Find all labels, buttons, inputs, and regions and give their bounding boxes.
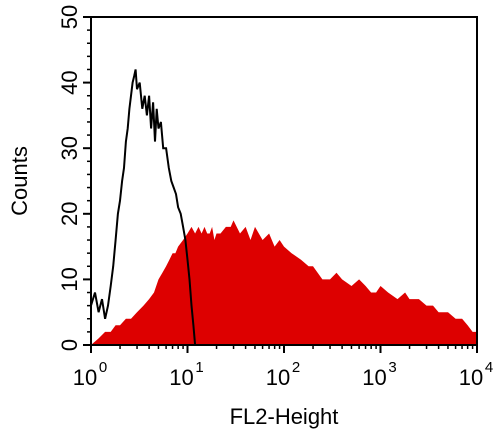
x-axis-title: FL2-Height	[230, 404, 339, 429]
x-tick-exponent: 3	[388, 359, 396, 376]
y-tick-label: 0	[57, 339, 82, 351]
x-tick-exponent: 1	[195, 359, 203, 376]
y-tick-label: 50	[57, 5, 82, 29]
y-axis: 0 10 20 30 40 50	[57, 5, 91, 351]
y-tick-label: 10	[57, 267, 82, 291]
x-tick-label: 10	[73, 365, 97, 390]
black-histogram-line	[90, 69, 197, 346]
x-tick-label: 10	[169, 365, 193, 390]
x-tick-label: 10	[362, 365, 386, 390]
y-tick-label: 30	[57, 136, 82, 160]
red-histogram	[91, 220, 477, 345]
x-tick-exponent: 2	[292, 359, 300, 376]
y-tick-label: 20	[57, 202, 82, 226]
black-histogram	[90, 69, 197, 346]
x-tick-exponent: 4	[485, 359, 493, 376]
x-tick-label: 10	[266, 365, 290, 390]
x-tick-exponent: 0	[99, 359, 107, 376]
x-axis: 10 0 10 1 10 2 10 3 10 4	[73, 345, 493, 390]
y-tick-label: 40	[57, 70, 82, 94]
y-axis-title: Counts	[7, 146, 32, 216]
red-histogram-fill	[91, 220, 477, 345]
x-tick-label: 10	[459, 365, 483, 390]
